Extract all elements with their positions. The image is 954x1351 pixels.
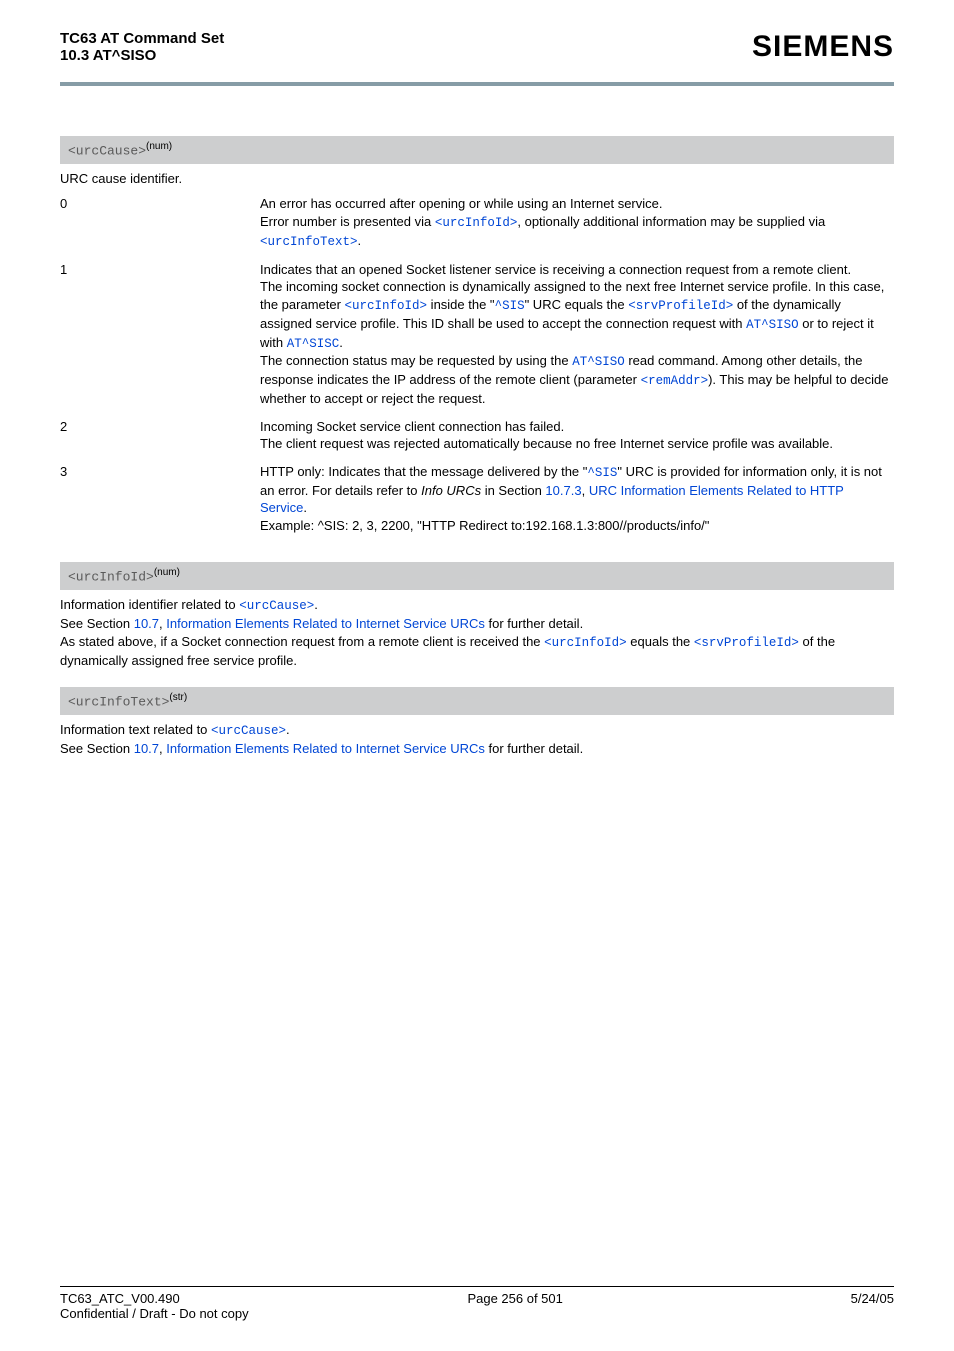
param-heading: <urcCause>(num) (60, 136, 894, 164)
footer-page-num: Page 256 of 501 (467, 1291, 562, 1306)
def-value: An error has occurred after opening or w… (260, 195, 894, 260)
text-segment: 10.7 (134, 741, 159, 756)
table-row: 2Incoming Socket service client connecti… (60, 418, 894, 463)
content-area: <urcCause>(num)URC cause identifier.0An … (0, 86, 954, 757)
text-segment: See Section (60, 616, 134, 631)
text-segment: <remAddr> (641, 374, 709, 388)
def-key: 2 (60, 418, 260, 463)
text-segment: AT^SISO (572, 355, 625, 369)
def-value: Incoming Socket service client connectio… (260, 418, 894, 463)
text-segment: , (582, 483, 589, 498)
table-row: 0An error has occurred after opening or … (60, 195, 894, 260)
text-segment: <urcInfoId> (435, 216, 518, 230)
text-segment: Info URCs (421, 483, 481, 498)
text-segment: for further detail. (485, 741, 583, 756)
param-heading: <urcInfoText>(str) (60, 687, 894, 715)
footer-date: 5/24/05 (851, 1291, 894, 1306)
table-row: 1Indicates that an opened Socket listene… (60, 261, 894, 418)
param-name: <urcCause> (68, 143, 146, 158)
text-segment: <urcInfoText> (260, 235, 358, 249)
text-segment: An error has occurred after opening or w… (260, 196, 663, 211)
text-segment: for further detail. (485, 616, 583, 631)
text-segment: As stated above, if a Socket connection … (60, 634, 544, 649)
siemens-logo: SIEMENS (752, 30, 894, 64)
page-header: TC63 AT Command Set 10.3 AT^SISO SIEMENS (0, 0, 954, 74)
text-segment: Error number is presented via (260, 214, 435, 229)
text-segment: Information Elements Related to Internet… (166, 741, 485, 756)
text-segment: Incoming Socket service client connectio… (260, 419, 564, 434)
def-key: 0 (60, 195, 260, 260)
def-key: 1 (60, 261, 260, 418)
text-segment: 10.7.3 (545, 483, 581, 498)
text-segment: Information text related to (60, 722, 211, 737)
table-row: 3HTTP only: Indicates that the message d… (60, 463, 894, 545)
text-segment: 10.7 (134, 616, 159, 631)
def-key: 3 (60, 463, 260, 545)
text-segment: . (286, 722, 290, 737)
doc-subtitle: 10.3 AT^SISO (60, 47, 224, 64)
text-segment: " URC equals the (525, 297, 629, 312)
text-segment: <srvProfileId> (628, 299, 733, 313)
text-segment: inside the " (427, 297, 495, 312)
text-segment: . (358, 233, 362, 248)
param-lead: URC cause identifier. (60, 170, 894, 188)
text-segment: , optionally additional information may … (517, 214, 825, 229)
text-segment: . (303, 500, 307, 515)
page-footer: TC63_ATC_V00.490 Page 256 of 501 5/24/05… (0, 1286, 954, 1321)
param-name: <urcInfoText> (68, 694, 169, 709)
text-segment: ^SIS (495, 299, 525, 313)
text-segment: HTTP only: Indicates that the message de… (260, 464, 587, 479)
text-segment: <urcCause> (211, 724, 286, 738)
text-segment: AT^SISO (746, 318, 799, 332)
text-segment: . (314, 597, 318, 612)
text-segment: <urcInfoId> (544, 636, 627, 650)
header-left: TC63 AT Command Set 10.3 AT^SISO (60, 30, 224, 64)
text-segment: ^SIS (587, 466, 617, 480)
param-name: <urcInfoId> (68, 570, 154, 585)
text-segment: equals the (627, 634, 694, 649)
text-segment: <srvProfileId> (694, 636, 799, 650)
text-segment: Example: ^SIS: 2, 3, 2200, "HTTP Redirec… (260, 518, 709, 533)
definition-table: 0An error has occurred after opening or … (60, 195, 894, 544)
param-info: Information text related to <urcCause>. S… (60, 721, 894, 757)
text-segment: See Section (60, 741, 134, 756)
text-segment: AT^SISC (287, 337, 340, 351)
text-segment: The client request was rejected automati… (260, 436, 833, 451)
footer-row-2: Confidential / Draft - Do not copy (60, 1306, 894, 1321)
param-type: (str) (169, 692, 187, 703)
param-type: (num) (154, 567, 180, 578)
def-value: HTTP only: Indicates that the message de… (260, 463, 894, 545)
text-segment: Information Elements Related to Internet… (166, 616, 485, 631)
doc-title: TC63 AT Command Set (60, 30, 224, 47)
footer-rule (60, 1286, 894, 1287)
param-info: Information identifier related to <urcCa… (60, 596, 894, 669)
text-segment: Indicates that an opened Socket listener… (260, 262, 851, 277)
footer-confidential: Confidential / Draft - Do not copy (60, 1306, 249, 1321)
text-segment: <urcCause> (239, 599, 314, 613)
footer-doc-id: TC63_ATC_V00.490 (60, 1291, 180, 1306)
footer-row-1: TC63_ATC_V00.490 Page 256 of 501 5/24/05 (60, 1291, 894, 1306)
text-segment: in Section (481, 483, 545, 498)
text-segment: The connection status may be requested b… (260, 353, 572, 368)
text-segment: . (339, 335, 343, 350)
text-segment: Information identifier related to (60, 597, 239, 612)
def-value: Indicates that an opened Socket listener… (260, 261, 894, 418)
param-type: (num) (146, 141, 172, 152)
text-segment: <urcInfoId> (345, 299, 428, 313)
param-heading: <urcInfoId>(num) (60, 562, 894, 590)
